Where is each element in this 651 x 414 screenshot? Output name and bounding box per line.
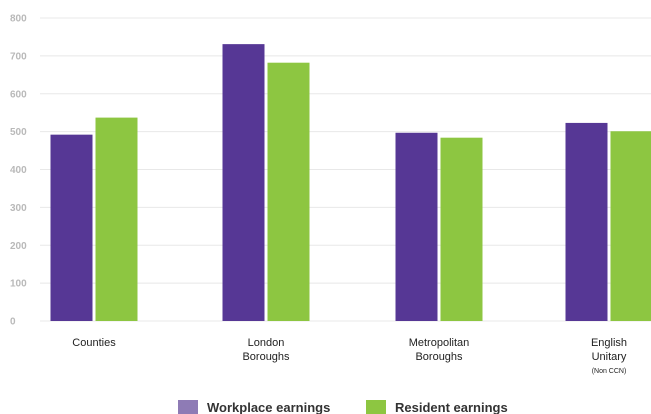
legend-label: Resident earnings <box>395 400 508 414</box>
x-category-note: (Non CCN) <box>592 368 627 375</box>
x-category-label: Boroughs <box>242 351 290 363</box>
gridlines <box>40 17 651 322</box>
bar-workplace-earnings <box>50 134 93 321</box>
bar-resident-earnings <box>267 62 310 321</box>
y-tick-label: 700 <box>10 51 27 62</box>
x-category-label: Boroughs <box>415 351 463 363</box>
y-tick-label: 400 <box>10 165 27 176</box>
x-category-label: Counties <box>72 337 116 349</box>
x-category-label: Metropolitan <box>409 337 470 349</box>
bar-resident-earnings <box>440 137 483 321</box>
y-tick-label: 0 <box>10 317 16 328</box>
x-category-label: Unitary <box>592 351 627 363</box>
y-tick-label: 800 <box>10 14 27 25</box>
legend-label: Workplace earnings <box>207 400 330 414</box>
legend: Workplace earnings Resident earnings <box>178 400 508 414</box>
x-axis-category-labels: Counties London Boroughs Metropolitan Boroug… <box>72 337 627 375</box>
y-tick-label: 200 <box>10 241 27 252</box>
x-category-label: English <box>591 337 627 349</box>
y-tick-label: 600 <box>10 89 27 100</box>
bar-resident-earnings <box>95 117 138 321</box>
y-tick-label: 500 <box>10 127 27 138</box>
bar-resident-earnings <box>610 131 651 321</box>
x-category-label: London <box>248 337 285 349</box>
bar-workplace-earnings <box>222 44 265 321</box>
bars <box>50 44 651 321</box>
y-tick-label: 100 <box>10 279 27 290</box>
bar-workplace-earnings <box>395 132 438 321</box>
y-tick-label: 300 <box>10 203 27 214</box>
legend-swatch <box>366 400 386 414</box>
bar-workplace-earnings <box>565 122 608 321</box>
legend-swatch <box>178 400 198 414</box>
y-axis-tick-labels: 0 100 200 300 400 500 600 700 800 <box>10 14 27 328</box>
